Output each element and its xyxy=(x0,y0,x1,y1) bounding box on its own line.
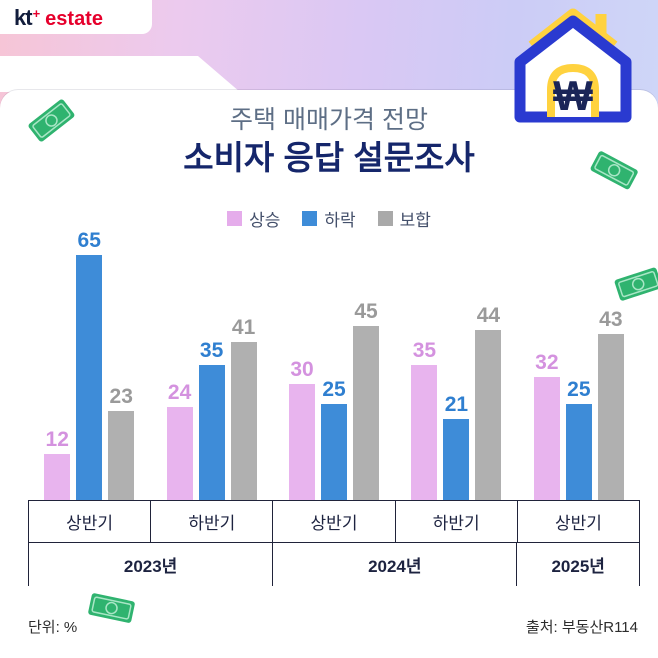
bar-value-label: 24 xyxy=(167,381,192,405)
chart-subtitle: 주택 매매가격 전망 xyxy=(230,106,428,134)
bar-value-label: 25 xyxy=(567,377,591,401)
bar-column: 21 xyxy=(443,230,470,500)
bar-column: 65 xyxy=(76,229,103,500)
bar xyxy=(475,330,502,500)
legend-label: 상승 xyxy=(249,211,281,230)
bar-column: 25 xyxy=(321,230,348,500)
bar-column: 30 xyxy=(289,230,316,500)
chart-title: 소비자 응답 설문조사 xyxy=(183,139,475,176)
axis-period-cell: 상반기 xyxy=(554,514,602,533)
bar-value-label: 35 xyxy=(412,339,437,362)
bar-column: 12 xyxy=(44,230,71,500)
axis-year-row: 2023년 2024년 2025년 xyxy=(29,543,639,586)
money-bill-icon xyxy=(26,97,80,148)
bar xyxy=(198,365,225,500)
money-bill-icon xyxy=(613,266,658,308)
bar xyxy=(44,453,71,500)
bar-column: 45 xyxy=(353,230,380,500)
bar-column: 24 xyxy=(166,230,193,500)
bar xyxy=(565,403,592,500)
bar xyxy=(597,334,624,500)
legend-item: 상승 xyxy=(227,206,280,231)
legend-swatch-icon xyxy=(302,211,318,226)
bar-group: 24 35 41 xyxy=(150,230,272,500)
kt-wordmark: kt xyxy=(14,5,33,30)
bar-value-label: 30 xyxy=(290,358,314,382)
axis-year-cell: 2023년 xyxy=(29,543,274,586)
bar-column: 35 xyxy=(411,230,438,500)
bar xyxy=(76,255,103,500)
axis-table: 상반기 하반기 상반기 하반기 상반기 2023년 2024년 2025년 xyxy=(28,500,640,586)
bar-value-label: 25 xyxy=(322,377,346,401)
bar-value-label: 12 xyxy=(45,427,69,451)
bar xyxy=(289,384,316,500)
bar-group: 30 25 45 xyxy=(273,230,395,500)
house-won-icon: ₩ xyxy=(498,6,648,133)
legend-swatch-icon xyxy=(227,211,243,226)
legend: 상승 하락 보합 xyxy=(0,206,658,231)
bar-column: 32 xyxy=(533,230,560,500)
axis-year-cell: 2024년 xyxy=(273,543,518,586)
estate-wordmark: estate xyxy=(45,8,103,30)
axis-period-cell: 하반기 xyxy=(396,501,518,542)
axis-year-cell: 2025년 xyxy=(551,557,605,576)
legend-swatch-icon xyxy=(377,211,393,226)
bar-value-label: 32 xyxy=(535,350,559,374)
bar-column: 44 xyxy=(475,230,502,500)
legend-item: 하락 xyxy=(302,206,356,231)
bar-value-label: 41 xyxy=(231,315,256,339)
bar-column: 43 xyxy=(597,230,624,500)
bar-value-label: 45 xyxy=(354,300,378,324)
bar-value-label: 21 xyxy=(444,393,469,416)
bar-column: 23 xyxy=(108,230,135,500)
bar-value-label: 23 xyxy=(109,385,133,409)
bar-value-label: 65 xyxy=(77,229,101,252)
bar xyxy=(108,411,135,500)
money-bill-icon xyxy=(85,592,136,630)
legend-label: 보합 xyxy=(399,211,431,230)
svg-text:₩: ₩ xyxy=(553,72,593,119)
bar-column: 41 xyxy=(230,230,257,500)
axis-period-cell: 하반기 xyxy=(151,501,274,542)
kt-plus-icon: + xyxy=(32,6,41,21)
axis-period-cell: 상반기 xyxy=(273,501,396,542)
chart-plot: 12 65 23 24 35 41 30 25 45 35 21 44 32 25 43 xyxy=(28,230,640,500)
bar xyxy=(411,365,438,500)
bar-group: 12 65 23 xyxy=(28,230,150,500)
bar-column: 25 xyxy=(565,230,592,500)
axis-period-cell: 상반기 xyxy=(29,501,152,542)
bar xyxy=(353,326,380,500)
bar xyxy=(321,403,348,500)
bar-column: 35 xyxy=(198,230,225,500)
money-bill-icon xyxy=(586,149,640,196)
bar-group: 35 21 44 xyxy=(395,230,517,500)
legend-item: 보합 xyxy=(377,206,431,231)
kt-estate-logo: kt + estate xyxy=(14,5,103,31)
bar-group: 32 25 43 xyxy=(518,230,640,500)
logo-background xyxy=(0,0,152,34)
bar-value-label: 35 xyxy=(199,339,224,362)
unit-label: 단위: % xyxy=(28,619,78,636)
legend-label: 하락 xyxy=(324,211,356,230)
folder-tab xyxy=(0,56,240,92)
bar xyxy=(443,419,470,500)
bar xyxy=(533,376,560,500)
folder-panel xyxy=(0,90,658,658)
source-label: 출처: 부동산R114 xyxy=(525,619,638,636)
bar-value-label: 44 xyxy=(476,304,501,328)
bar-value-label: 43 xyxy=(599,308,623,332)
axis-period-row: 상반기 하반기 상반기 하반기 상반기 xyxy=(29,500,639,543)
bar xyxy=(230,341,257,500)
bar xyxy=(166,407,193,500)
